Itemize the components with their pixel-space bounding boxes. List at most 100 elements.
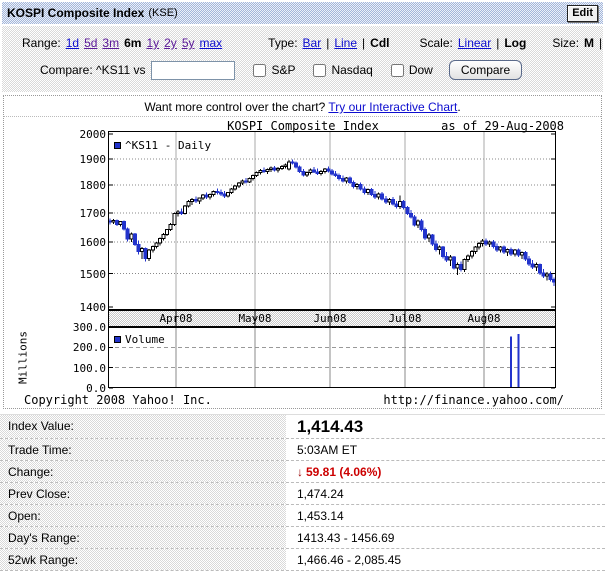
row-label: 52wk Range: [0,549,289,570]
interactive-chart-link[interactable]: Try our Interactive Chart [328,100,458,114]
index-value: 1,414.43 [289,415,605,438]
trade-time: 5:03AM ET [289,439,605,460]
separator: | [326,36,330,50]
x-axis-label: Aug08 [467,312,500,325]
y-axis-label: 300.0 [72,321,106,334]
promo-suffix: . [457,100,461,114]
volume-legend-label: Volume [125,333,165,346]
volume-legend: Volume [114,333,165,346]
scale-group: Scale: Linear | Log [420,36,527,50]
chart-title: KOSPI Composite Index [227,119,379,133]
y-axis-label: 0.0 [86,382,106,395]
range-3m[interactable]: 3m [102,36,120,50]
range-label: Range: [22,36,61,50]
compare-button[interactable]: Compare [448,60,523,80]
size-label: Size: [552,36,580,50]
compare-row: Compare: ^KS11 vs S&P Nasdaq Dow Compare [2,59,603,81]
type-bar[interactable]: Bar [302,36,322,50]
range-1d[interactable]: 1d [65,36,80,50]
size-group: Size: M | L [552,36,605,50]
change-value: ↓ 59.81 (4.06%) [289,461,605,482]
y-axis-label: 2000 [79,128,107,141]
x-axis-label: Apr08 [159,312,192,325]
chart-canvas: KOSPI Composite Index as of 29-Aug-2008 … [4,117,601,408]
y-axis-label: 200.0 [72,341,106,355]
separator: | [599,36,603,50]
scale-label: Scale: [419,36,453,50]
range-group: Range: 1d 5d 3m 6m 1y 2y 5y max [22,36,222,50]
open-value: 1,453.14 [289,505,605,526]
compare-input[interactable] [151,60,236,80]
chart-section: Want more control over the chart? Try ou… [3,95,602,409]
type-line[interactable]: Line [334,36,358,50]
interactive-chart-promo: Want more control over the chart? Try ou… [4,96,601,117]
sp-checkbox[interactable] [253,63,267,77]
volume-axis-unit: Millions [16,331,30,384]
price-volume-plot: Apr08 May08 Jun08 Jul08 Aug08 [108,131,557,389]
promo-text: Want more control over the chart? [144,100,329,114]
range-1y[interactable]: 1y [146,36,160,50]
row-label: Index Value: [0,415,289,438]
scale-log-selected: Log [504,36,527,50]
range-5y[interactable]: 5y [181,36,195,50]
chart-toolbar: Range: 1d 5d 3m 6m 1y 2y 5y max Type: Ba… [2,26,603,92]
table-row: Open: 1,453.14 [0,505,605,527]
ticker-symbol: (KSE) [148,7,178,19]
range-type-row: Range: 1d 5d 3m 6m 1y 2y 5y max Type: Ba… [2,35,603,51]
days-range: 1413.43 - 1456.69 [289,527,605,548]
row-label: Change: [0,461,289,482]
volume-color-swatch [114,336,121,343]
source-url: http://finance.yahoo.com/ [383,393,564,407]
down-arrow-icon: ↓ [297,465,303,479]
prev-close: 1,474.24 [289,483,605,504]
row-label: Trade Time: [0,439,289,460]
y-axis-label: 1700 [79,206,107,220]
y-axis-label: 1500 [79,267,107,281]
type-cdl-selected: Cdl [370,36,390,50]
change-text: 59.81 (4.06%) [306,465,382,479]
nasdaq-checkbox[interactable] [313,63,327,77]
dow-checkbox[interactable] [390,63,404,77]
y-axis-label: 100.0 [72,361,106,375]
size-m-selected: M [584,36,595,50]
table-row: 52wk Range: 1,466.46 - 2,085.45 [0,549,605,571]
y-axis-label: 1900 [79,152,107,166]
table-row: Index Value: 1,414.43 [0,415,605,439]
chart-as-of-date: as of 29-Aug-2008 [441,119,564,133]
page-title: KOSPI Composite Index [7,6,145,20]
range-2y[interactable]: 2y [164,36,177,50]
y-axis-label: 1600 [79,236,107,250]
type-label: Type: [268,36,298,50]
row-label: Day's Range: [0,527,289,548]
52wk-range: 1,466.46 - 2,085.45 [289,549,605,570]
title-bar: KOSPI Composite Index (KSE) Edit [2,2,603,24]
scale-linear[interactable]: Linear [457,36,492,50]
row-label: Prev Close: [0,483,289,504]
nasdaq-checkbox-label: Nasdaq [331,63,373,77]
range-6m-selected: 6m [124,36,142,50]
x-axis-label: Jul08 [388,312,421,325]
table-row: Change: ↓ 59.81 (4.06%) [0,461,605,483]
y-axis-label: 1800 [79,179,107,193]
quote-table: Index Value: 1,414.43 Trade Time: 5:03AM… [0,414,605,571]
table-row: Trade Time: 5:03AM ET [0,439,605,461]
x-axis-label: May08 [238,312,271,325]
table-row: Prev Close: 1,474.24 [0,483,605,505]
y-axis-label: 1400 [79,301,107,314]
table-row: Day's Range: 1413.43 - 1456.69 [0,527,605,549]
price-legend-label: ^KS11 - Daily [125,139,212,152]
copyright-text: Copyright 2008 Yahoo! Inc. [24,393,212,407]
sp-checkbox-label: S&P [271,63,296,77]
type-group: Type: Bar | Line | Cdl [268,36,389,50]
series-color-swatch [114,142,121,149]
separator: | [496,36,500,50]
dow-checkbox-label: Dow [408,63,433,77]
price-legend: ^KS11 - Daily [114,139,211,152]
separator: | [362,36,366,50]
compare-label: Compare: ^KS11 vs [40,63,146,77]
range-5d[interactable]: 5d [84,36,98,50]
x-axis-label: Jun08 [313,312,346,325]
range-max[interactable]: max [199,36,223,50]
chart-footer: Copyright 2008 Yahoo! Inc. http://financ… [24,393,564,407]
edit-button[interactable]: Edit [567,4,598,22]
